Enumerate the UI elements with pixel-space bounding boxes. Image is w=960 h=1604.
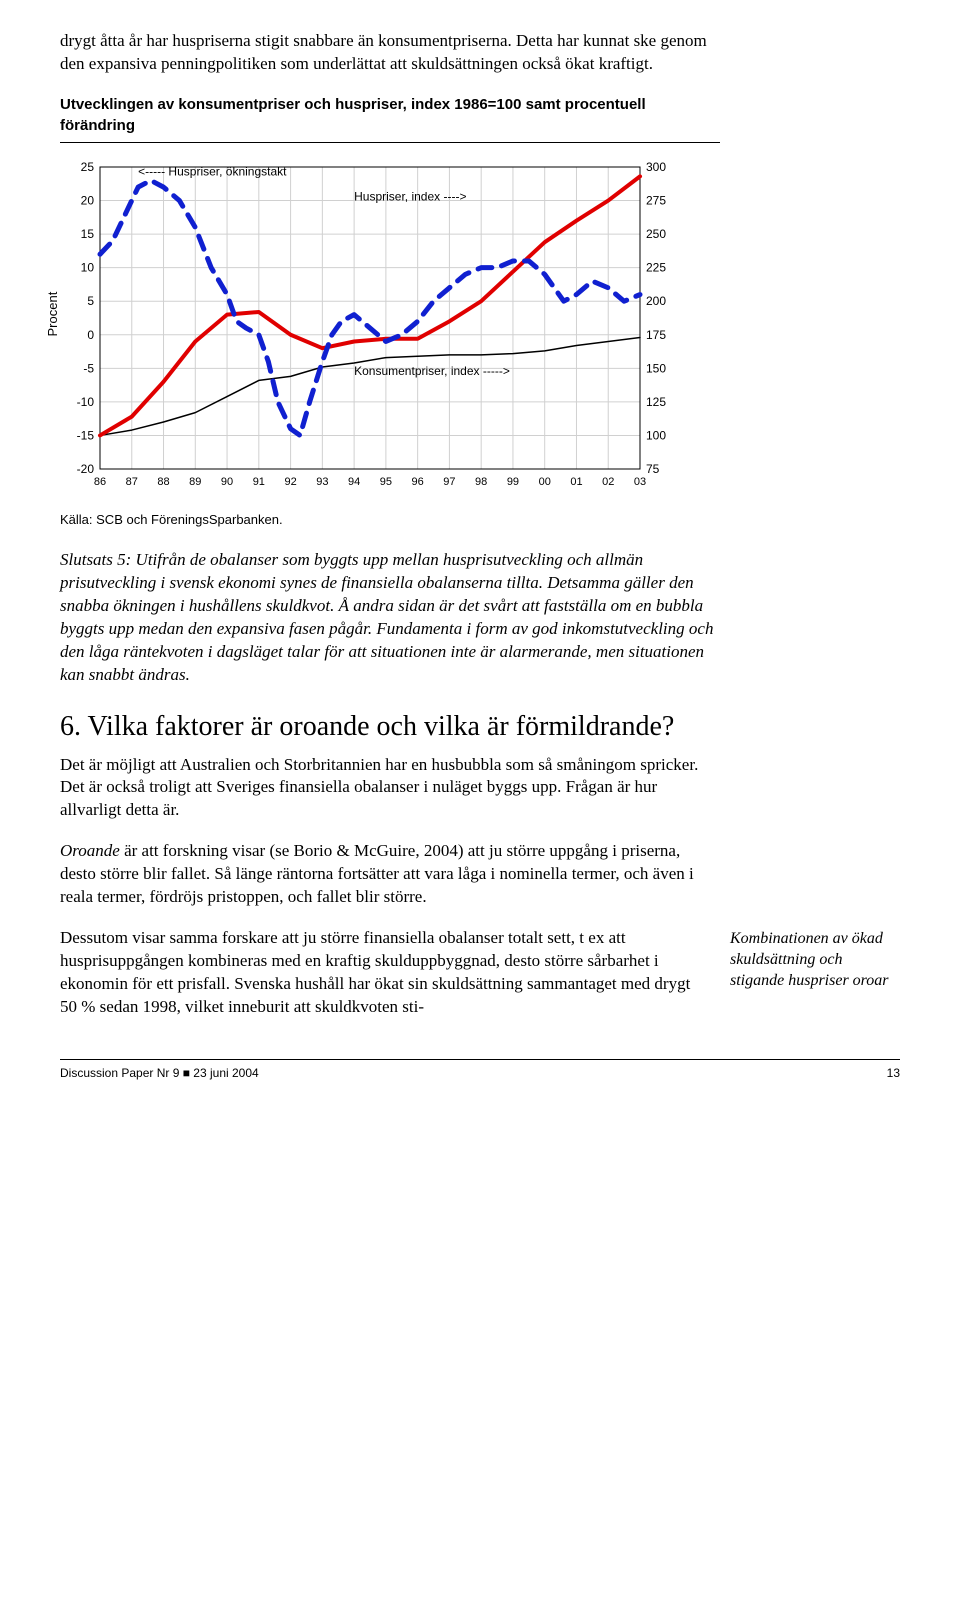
svg-text:25: 25 xyxy=(81,160,95,174)
svg-text:98: 98 xyxy=(475,476,487,488)
svg-text:20: 20 xyxy=(81,193,95,207)
svg-text:93: 93 xyxy=(316,476,328,488)
svg-text:97: 97 xyxy=(443,476,455,488)
svg-text:95: 95 xyxy=(380,476,392,488)
svg-text:<----- Huspriser, ökningstak: <----- Huspriser, ökningstakt xyxy=(138,165,287,179)
section-6-heading: 6. Vilka faktorer är oroande och vilka ä… xyxy=(60,709,720,744)
svg-text:00: 00 xyxy=(539,476,551,488)
two-column-row: Dessutom visar samma forskare att ju stö… xyxy=(60,927,900,1019)
svg-text:03: 03 xyxy=(634,476,646,488)
margin-note: Kombinationen av ökad skuldsättning och … xyxy=(730,927,900,1019)
svg-text:86: 86 xyxy=(94,476,106,488)
slutsats-paragraph: Slutsats 5: Utifrån de obalanser som byg… xyxy=(60,549,720,687)
line-chart: 25 20 15 10 5 0 -5 -10 -15 -20 300 275 250 225 200 175 1… xyxy=(60,157,680,497)
svg-text:01: 01 xyxy=(570,476,582,488)
intro-paragraph: drygt åtta år har huspriserna stigit sna… xyxy=(60,30,720,76)
chart-source: Källa: SCB och FöreningsSparbanken. xyxy=(60,512,720,527)
y-axis-label: Procent xyxy=(45,292,60,337)
svg-text:250: 250 xyxy=(646,227,666,241)
svg-text:75: 75 xyxy=(646,462,660,476)
svg-text:02: 02 xyxy=(602,476,614,488)
svg-text:-5: -5 xyxy=(83,361,94,375)
svg-text:88: 88 xyxy=(157,476,169,488)
footer-page-number: 13 xyxy=(887,1066,900,1080)
svg-text:-20: -20 xyxy=(77,462,95,476)
svg-text:275: 275 xyxy=(646,193,666,207)
svg-text:89: 89 xyxy=(189,476,201,488)
svg-text:0: 0 xyxy=(87,328,94,342)
footer-left: Discussion Paper Nr 9 ■ 23 juni 2004 xyxy=(60,1066,259,1080)
svg-text:100: 100 xyxy=(646,428,666,442)
svg-text:Huspriser, index ---->: Huspriser, index ----> xyxy=(354,189,466,203)
svg-text:99: 99 xyxy=(507,476,519,488)
svg-text:5: 5 xyxy=(87,294,94,308)
svg-text:225: 225 xyxy=(646,261,666,275)
svg-text:92: 92 xyxy=(284,476,296,488)
svg-text:10: 10 xyxy=(81,261,95,275)
svg-text:300: 300 xyxy=(646,160,666,174)
svg-text:175: 175 xyxy=(646,328,666,342)
section-6-p1: Det är möjligt att Australien och Storbr… xyxy=(60,754,720,823)
svg-text:91: 91 xyxy=(253,476,265,488)
svg-text:200: 200 xyxy=(646,294,666,308)
svg-text:96: 96 xyxy=(412,476,424,488)
svg-text:15: 15 xyxy=(81,227,95,241)
svg-text:90: 90 xyxy=(221,476,233,488)
svg-text:150: 150 xyxy=(646,361,666,375)
chart-container: Procent 2520151050-5-10-15-2030027525022… xyxy=(60,157,720,502)
chart-title: Utvecklingen av konsumentpriser och husp… xyxy=(60,94,720,143)
svg-text:94: 94 xyxy=(348,476,360,488)
p2-rest: är att forskning visar (se Borio & McGui… xyxy=(60,841,694,906)
svg-text:-15: -15 xyxy=(77,428,95,442)
section-6-p2: Oroande är att forskning visar (se Borio… xyxy=(60,840,720,909)
oroande-lead: Oroande xyxy=(60,841,120,860)
svg-text:125: 125 xyxy=(646,395,666,409)
svg-text:Konsumentpriser, index ----->: Konsumentpriser, index -----> xyxy=(354,364,510,378)
svg-text:87: 87 xyxy=(126,476,138,488)
page-footer: Discussion Paper Nr 9 ■ 23 juni 2004 13 xyxy=(60,1059,900,1080)
svg-text:-10: -10 xyxy=(77,395,95,409)
section-6-p3: Dessutom visar samma forskare att ju stö… xyxy=(60,927,706,1019)
